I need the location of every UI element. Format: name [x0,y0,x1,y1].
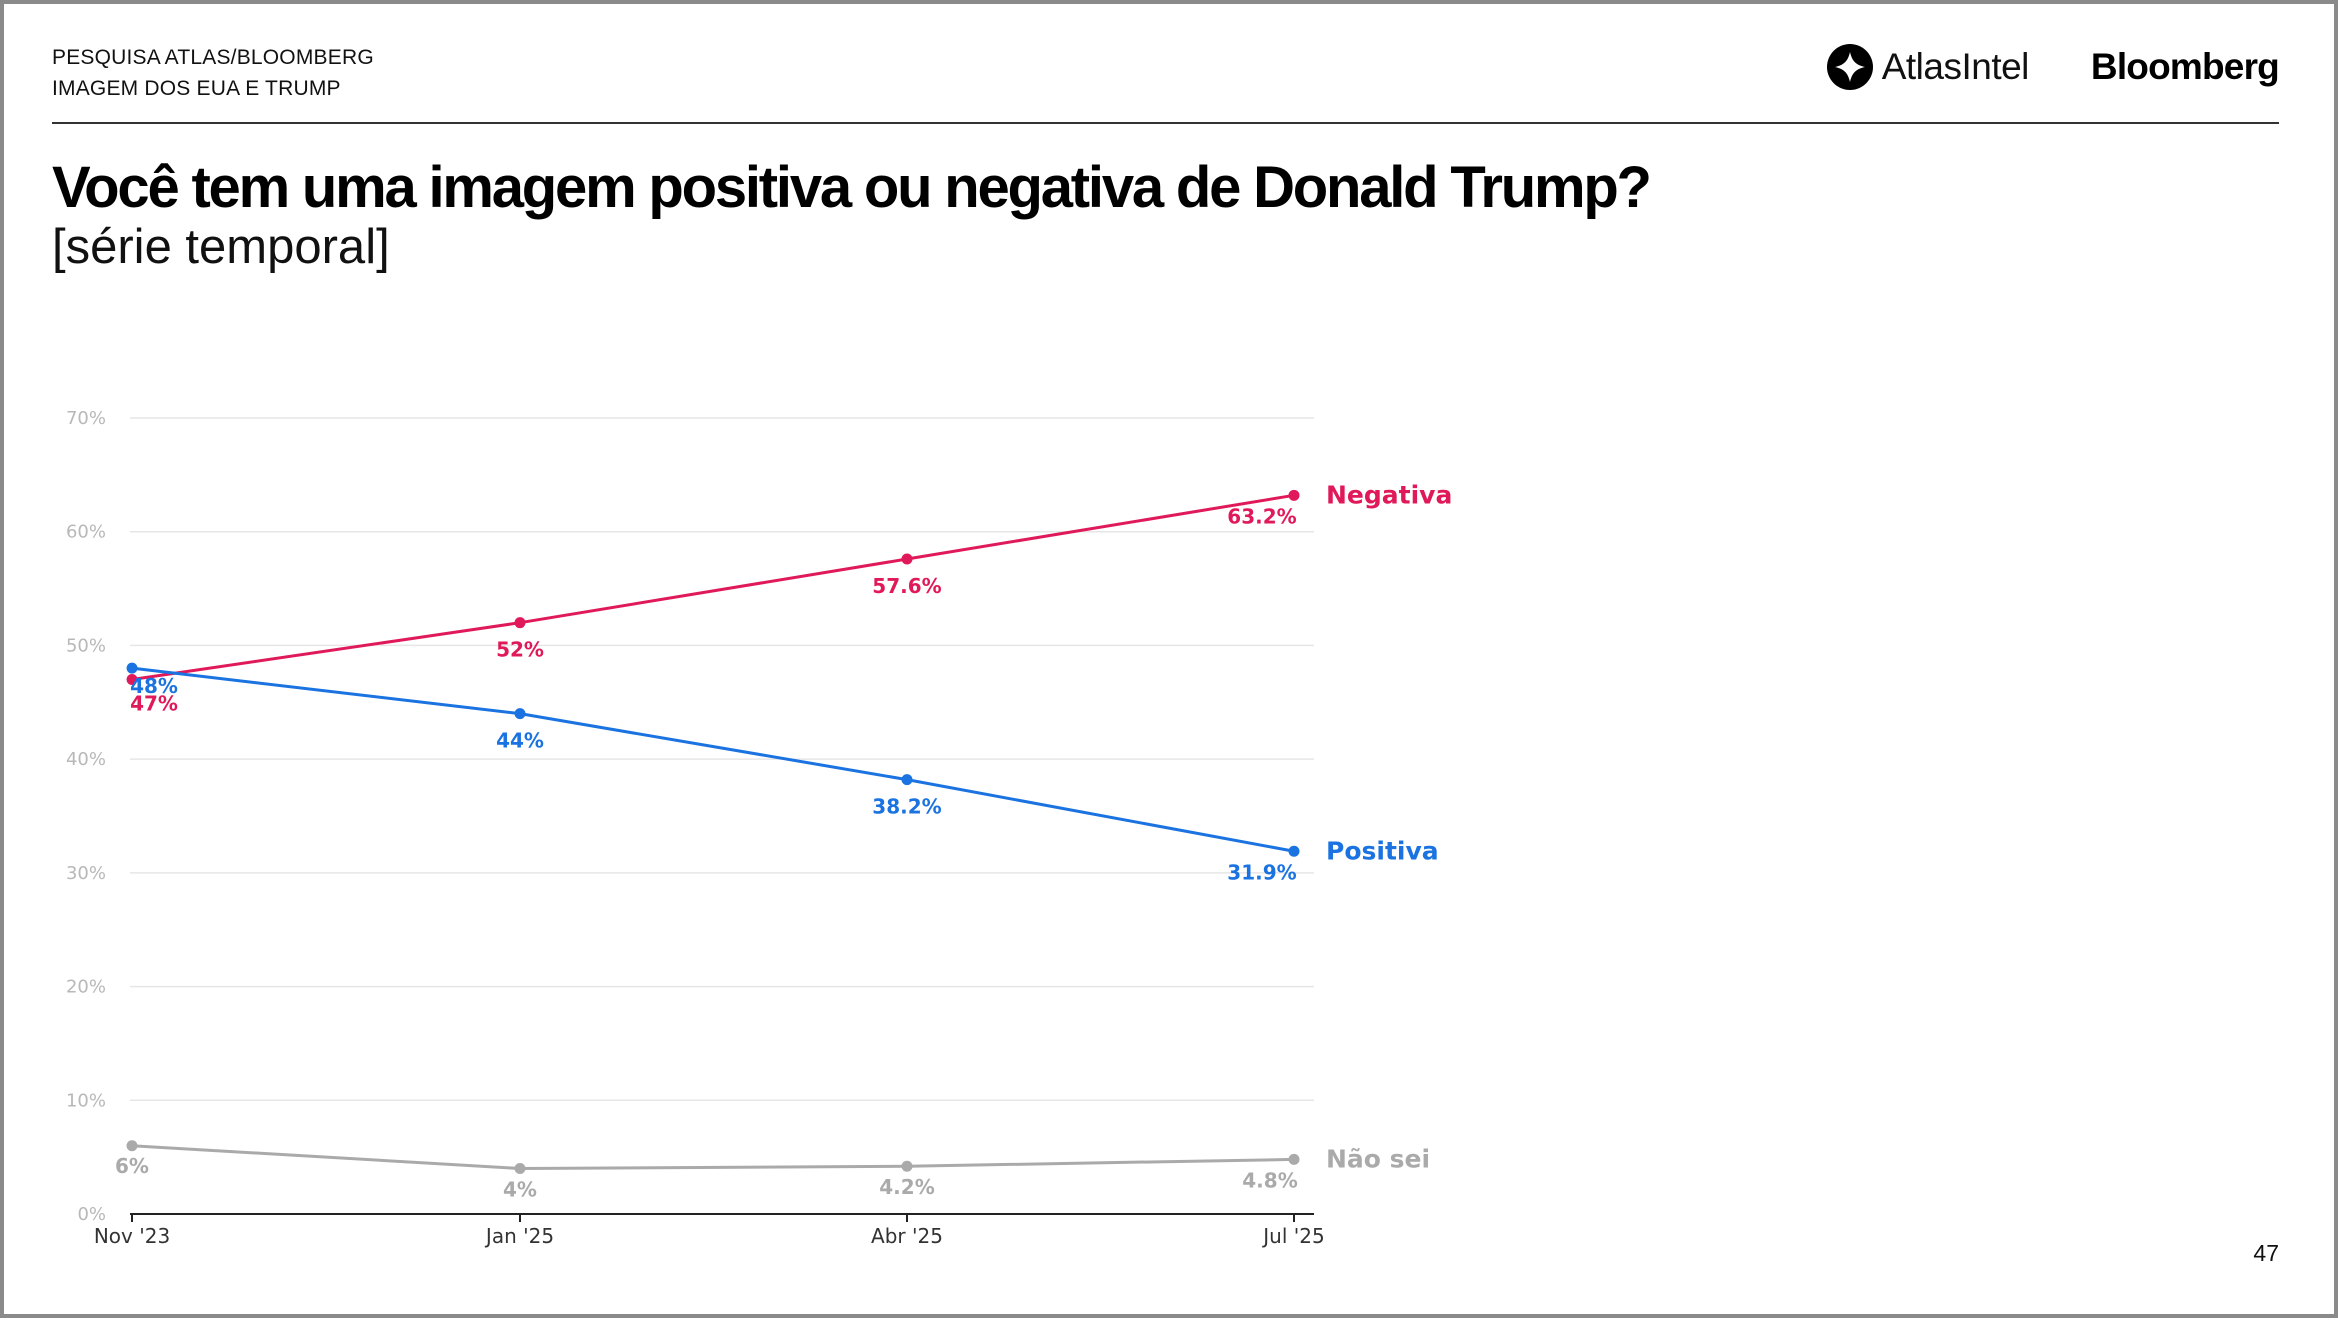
chart-title: Você tem uma imagem positiva ou negativa… [52,155,1652,220]
x-tick-label: Jul '25 [1261,1224,1324,1248]
line-chart: 0% 10% 20% 30% 40% 50% 60% 70% Nov '23 Jan '25 Abr… [66,408,1452,1248]
y-tick-label: 60% [66,522,106,543]
data-label-n-o-sei: 4.2% [879,1175,934,1199]
data-label-positiva: 31.9% [1227,860,1296,884]
data-label-negativa: 57.6% [872,574,941,598]
kicker-line-1: PESQUISA ATLAS/BLOOMBERG [52,46,374,69]
data-point-negativa [126,674,138,686]
data-point-n-o-sei [1288,1153,1300,1165]
y-tick-label: 30% [66,863,106,884]
data-point-negativa [901,553,913,565]
data-point-negativa [1288,489,1300,501]
data-point-positiva [901,774,913,786]
data-point-positiva [126,662,138,674]
x-tick-label: Abr '25 [871,1224,943,1248]
page-number: 47 [2253,1240,2279,1266]
data-label-positiva: 44% [496,729,544,753]
data-label-negativa: 47% [130,692,178,716]
series-line-n-o-sei [131,1144,1295,1171]
series-name-negativa: Negativa [1326,480,1452,509]
series-line-negativa [131,493,1295,682]
data-point-n-o-sei [514,1163,526,1175]
data-label-negativa: 63.2% [1227,504,1296,528]
atlasintel-logo-text: AtlasIntel [1881,46,2030,87]
atlasintel-logo-icon [1826,44,1873,90]
atlasintel-logo: AtlasIntel [1826,43,2029,91]
data-label-positiva: 48% [130,674,178,698]
logos: AtlasIntel Bloomberg [1826,42,2280,92]
kicker: PESQUISA ATLAS/BLOOMBERG IMAGEM DOS EUA … [52,42,374,104]
x-tick-label: Jan '25 [484,1224,554,1248]
data-label-negativa: 52% [496,638,544,662]
data-point-positiva [514,708,526,720]
data-point-n-o-sei [126,1140,138,1152]
header-divider [52,122,2279,124]
data-point-positiva [1288,845,1300,857]
bloomberg-logo: Bloomberg [2090,46,2280,87]
data-point-negativa [514,617,526,629]
series-name-positiva: Positiva [1326,836,1439,865]
kicker-line-2: IMAGEM DOS EUA E TRUMP [52,77,341,100]
y-tick-label: 40% [66,749,106,770]
data-label-n-o-sei: 4% [503,1178,537,1202]
y-tick-label: 20% [66,977,106,998]
y-tick-label: 50% [66,635,106,656]
y-tick-label: 70% [66,408,106,429]
chart-subtitle: [série temporal] [52,220,390,274]
y-tick-label: 0% [77,1204,106,1225]
x-tick-label: Nov '23 [94,1224,170,1248]
y-tick-label: 10% [66,1090,106,1111]
series-name-n-o-sei: Não sei [1326,1144,1430,1173]
data-label-n-o-sei: 6% [115,1154,149,1178]
data-point-n-o-sei [901,1160,913,1172]
series-line-positiva [131,666,1295,853]
data-label-positiva: 38.2% [872,795,941,819]
data-label-n-o-sei: 4.8% [1242,1168,1297,1192]
